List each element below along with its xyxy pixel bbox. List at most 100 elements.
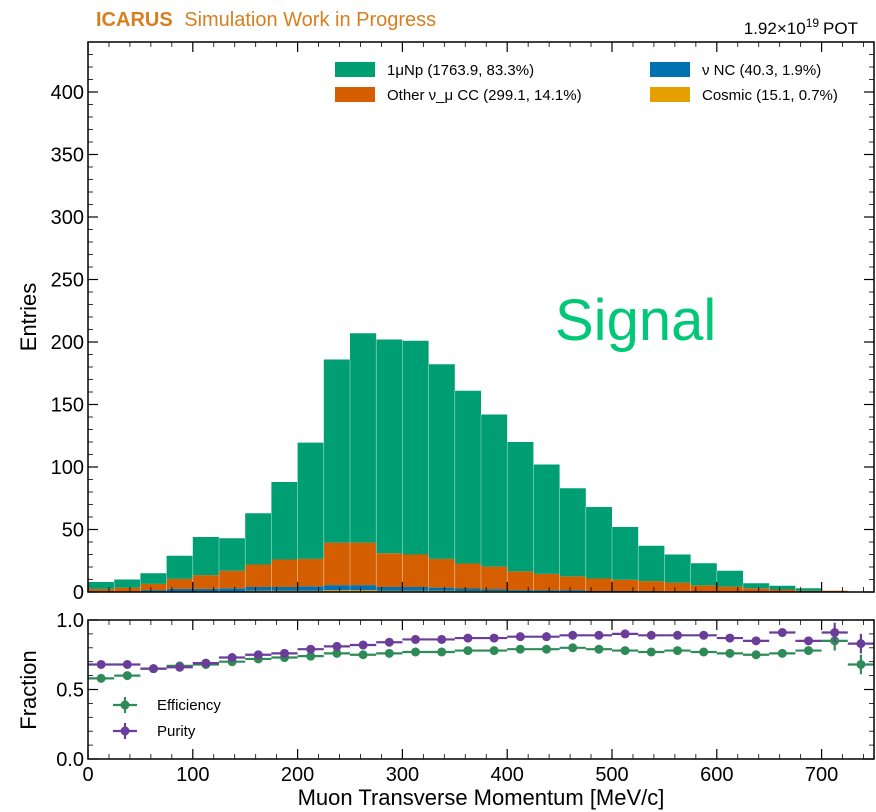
bar-segment-1-4 — [192, 588, 219, 592]
x-axis-title: Muon Transverse Momentum [MeV/c] — [298, 785, 665, 810]
pot-unit: POT — [823, 19, 858, 38]
point-0 — [751, 650, 761, 660]
ratio-y-tick-label: 0.0 — [56, 749, 84, 771]
point-1 — [673, 630, 682, 640]
y-tick-label: 200 — [51, 332, 84, 354]
x-tick-label: 500 — [595, 764, 628, 786]
bar-segment-3-12 — [402, 340, 429, 555]
point-0 — [646, 647, 656, 657]
bar-segment-2-13 — [428, 558, 455, 588]
bar-segment-2-16 — [507, 571, 534, 591]
point-0 — [777, 648, 787, 658]
bar-segment-3-2 — [140, 573, 167, 584]
point-0 — [411, 647, 420, 657]
bar-segment-3-23 — [690, 563, 717, 586]
point-1 — [332, 641, 342, 651]
bar-segment-1-12 — [402, 587, 429, 591]
bar-segment-3-7 — [271, 482, 298, 560]
x-tick-label: 400 — [491, 764, 524, 786]
bar-segment-2-17 — [533, 573, 560, 591]
point-1 — [620, 629, 630, 639]
point-0 — [568, 643, 578, 653]
ratio-points — [88, 622, 874, 683]
legend-swatch-3 — [335, 62, 375, 77]
experiment-label: ICARUS — [96, 9, 173, 31]
pot-label: 1.92×1019 POT — [744, 16, 858, 38]
bar-segment-3-20 — [612, 527, 639, 580]
bar-segment-3-17 — [533, 464, 560, 574]
bar-segment-1-2 — [140, 590, 167, 592]
bar-segment-2-4 — [192, 575, 219, 589]
point-1 — [856, 639, 866, 649]
bar-segment-3-4 — [192, 537, 219, 576]
point-1 — [149, 664, 158, 674]
point-1 — [201, 658, 211, 668]
point-1 — [253, 650, 263, 660]
bar-segment-1-7 — [271, 587, 298, 591]
x-tick-label: 700 — [805, 764, 838, 786]
point-0 — [515, 644, 525, 654]
point-1 — [515, 632, 525, 642]
point-0 — [620, 646, 630, 656]
point-0 — [542, 644, 551, 654]
y-tick-label: 350 — [51, 145, 84, 167]
ratio-legend-marker-0 — [120, 700, 130, 710]
x-tick-label: 100 — [176, 764, 209, 786]
bar-segment-3-27 — [795, 588, 822, 591]
bar-segment-2-3 — [166, 578, 193, 589]
bar-segment-2-19 — [585, 578, 612, 591]
point-0 — [725, 648, 735, 658]
bar-segment-2-10 — [350, 542, 377, 586]
point-1 — [804, 636, 813, 646]
y-tick-label: 100 — [51, 457, 84, 479]
point-1 — [777, 628, 787, 638]
point-1 — [122, 659, 132, 669]
ratio-y-tick-label: 1.0 — [56, 610, 84, 632]
bar-segment-2-12 — [402, 554, 429, 587]
bar-segment-2-15 — [481, 566, 508, 590]
point-0 — [804, 646, 813, 656]
point-1 — [568, 630, 578, 640]
point-0 — [673, 646, 682, 656]
x-tick-label: 200 — [281, 764, 314, 786]
bar-segment-2-14 — [454, 563, 481, 589]
point-1 — [489, 633, 499, 643]
bar-segment-1-17 — [533, 590, 560, 592]
point-0 — [489, 646, 499, 656]
ratio-legend-label-0: Efficiency — [157, 697, 221, 714]
bar-segment-3-24 — [716, 570, 743, 587]
y-tick-label: 150 — [51, 395, 84, 417]
legend-label-1: ν NC (40.3, 1.9%) — [702, 62, 821, 79]
bar-segment-0-10 — [350, 590, 377, 592]
bar-segment-2-1 — [114, 587, 141, 592]
ratio-legend-marker-1 — [120, 726, 130, 736]
bar-segment-3-21 — [638, 545, 665, 582]
point-0 — [96, 673, 106, 683]
y-tick-label: 300 — [51, 207, 84, 229]
point-0 — [437, 647, 447, 657]
bar-segment-0-9 — [323, 590, 350, 592]
point-1 — [358, 640, 368, 650]
x-tick-label: 0 — [82, 764, 93, 786]
bar-segment-2-8 — [297, 558, 324, 587]
bar-segment-1-8 — [297, 586, 324, 591]
point-1 — [96, 659, 106, 669]
bar-segment-3-1 — [114, 579, 141, 588]
point-0 — [384, 648, 394, 658]
point-1 — [280, 648, 289, 658]
bar-segment-3-19 — [585, 507, 612, 579]
bar-segment-3-5 — [219, 538, 246, 571]
bar-segment-2-0 — [88, 588, 115, 592]
point-1 — [594, 630, 604, 640]
bar-segment-2-11 — [376, 553, 403, 587]
bar-segment-2-18 — [559, 576, 586, 591]
point-0 — [122, 671, 132, 681]
bar-segment-3-11 — [376, 339, 403, 554]
bar-segment-1-10 — [350, 585, 377, 591]
bar-segment-1-13 — [428, 587, 455, 591]
header-line: ICARUS Simulation Work in Progress — [96, 9, 436, 31]
bar-segment-1-11 — [376, 587, 403, 591]
main-y-axis-title: Entries — [16, 283, 41, 351]
bar-segment-1-9 — [323, 585, 350, 591]
ratio-y-tick-label: 0.5 — [56, 680, 84, 702]
